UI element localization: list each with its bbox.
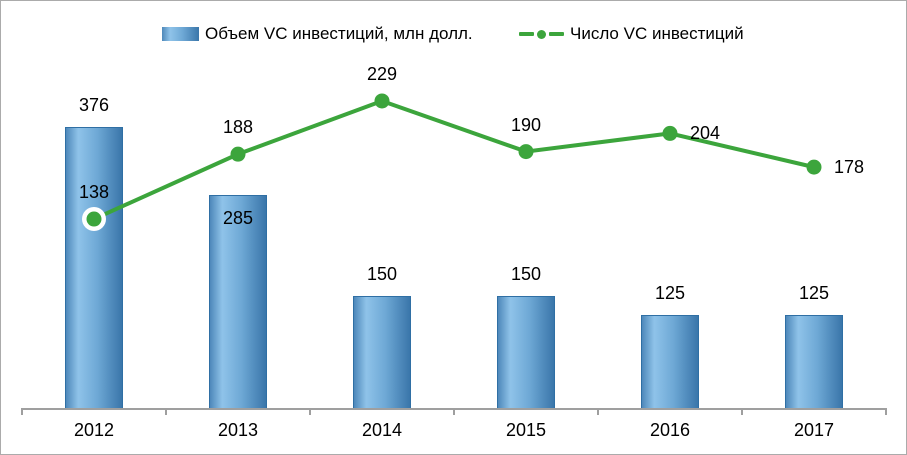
bar-2012 (65, 127, 123, 408)
legend-item-line-series: Число VC инвестиций (519, 23, 744, 45)
legend-label-line-series: Число VC инвестиций (570, 24, 744, 43)
line-marker-2017 (806, 159, 822, 175)
x-axis-label-2015: 2015 (505, 420, 547, 440)
line-series-path (93, 98, 815, 221)
x-axis-label-2014: 2014 (361, 420, 403, 440)
legend-label-bar-series: Объем VC инвестиций, млн долл. (205, 24, 473, 43)
bar-label-2015: 150 (510, 263, 542, 284)
line-marker-2016 (662, 125, 678, 141)
x-axis-label-2016: 2016 (649, 420, 691, 440)
bar-series-swatch-icon (162, 27, 199, 41)
bar-label-2016: 125 (654, 282, 686, 303)
bar-2015 (497, 295, 555, 408)
line-marker-2015 (518, 144, 534, 160)
bar-label-2012: 376 (78, 95, 110, 115)
line-series-marker-icon (519, 29, 564, 39)
x-axis-label-2013: 2013 (217, 420, 259, 440)
line-label-2013: 188 (222, 117, 254, 138)
bar-2017 (785, 314, 843, 408)
x-axis-label-2012: 2012 (73, 420, 115, 440)
bar-2013 (209, 195, 267, 408)
line-label-2012: 138 (78, 182, 110, 202)
bar-label-2017: 125 (798, 282, 830, 303)
line-label-2015: 190 (510, 114, 542, 135)
line-marker-2014 (374, 93, 390, 109)
x-axis-tick (21, 408, 23, 415)
x-axis-label-2017: 2017 (793, 420, 835, 440)
bar-label-2014: 150 (366, 263, 398, 284)
x-axis-tick (309, 408, 311, 415)
bar-2016 (641, 314, 699, 408)
x-axis-tick (885, 408, 887, 415)
bar-label-2013: 285 (222, 208, 254, 229)
line-label-2017: 178 (834, 157, 865, 178)
legend-item-bar-series: Объем VC инвестиций, млн долл. (162, 23, 473, 45)
line-marker-2013 (230, 146, 246, 162)
x-axis-tick (165, 408, 167, 415)
x-axis-tick (741, 408, 743, 415)
x-axis-tick (453, 408, 455, 415)
line-label-2016: 204 (690, 123, 721, 144)
line-label-2014: 229 (366, 63, 398, 84)
bar-2014 (353, 295, 411, 408)
x-axis-tick (597, 408, 599, 415)
